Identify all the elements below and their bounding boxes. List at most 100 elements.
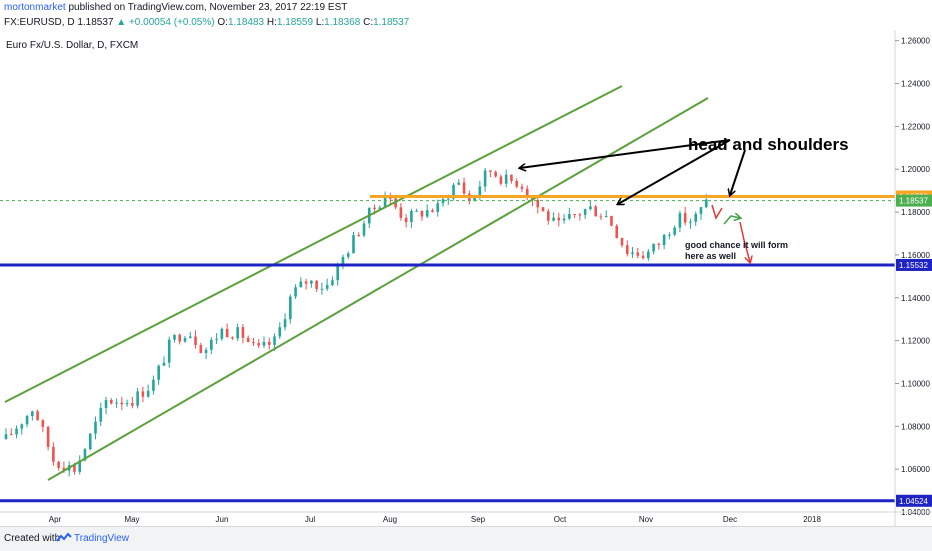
arrow-left-shoulder-icon — [618, 139, 731, 204]
candle-body — [678, 213, 682, 228]
candle-body — [41, 420, 45, 427]
close-value: 1.18537 — [373, 17, 410, 28]
candle-body — [9, 434, 13, 436]
candle-body — [362, 223, 366, 236]
candle-body — [420, 210, 424, 217]
low-label: L: — [315, 17, 325, 28]
candle-body — [457, 182, 461, 185]
price-tick-label: 1.08000 — [901, 422, 930, 431]
price-badge-label: 1.04524 — [899, 497, 928, 506]
low-value: 1.18368 — [324, 17, 361, 28]
candle-body — [167, 339, 171, 363]
candle-body — [283, 319, 287, 328]
candle-body — [441, 199, 445, 204]
candle-body — [325, 284, 329, 289]
candle-body — [241, 327, 245, 338]
candle-body — [431, 210, 434, 212]
candle-body — [404, 217, 408, 223]
candle-body — [546, 211, 550, 221]
candle-body — [215, 338, 218, 340]
candle-body — [594, 206, 597, 217]
time-tick-label: Nov — [639, 515, 653, 524]
candle-body — [436, 203, 440, 212]
author-link[interactable]: mortonmarket — [4, 2, 66, 13]
candle-body — [699, 207, 703, 214]
candle-body — [310, 280, 313, 284]
high-value: 1.18559 — [276, 17, 314, 28]
candle-body — [188, 336, 192, 338]
price-tick-label: 1.14000 — [901, 294, 930, 303]
candle-body — [99, 407, 103, 422]
candle-body — [210, 339, 213, 350]
time-tick-label: Oct — [554, 515, 567, 524]
time-tick-label: May — [124, 515, 139, 524]
arrow-head-icon — [520, 139, 731, 168]
candle-body — [110, 399, 113, 404]
open-value: 1.18483 — [227, 17, 265, 28]
candle-body — [15, 428, 18, 435]
annotations: head and shoulders good chance it will fo… — [520, 135, 849, 262]
candle-body — [257, 343, 261, 346]
candle-body — [57, 461, 60, 468]
candle-body — [657, 243, 661, 246]
candle-body — [489, 170, 492, 172]
candle-body — [446, 198, 450, 200]
candle-body — [20, 424, 24, 429]
candle-body — [583, 209, 587, 215]
candle-body — [636, 252, 640, 256]
candle-body — [641, 255, 645, 259]
candle-body — [62, 467, 66, 471]
candle-body — [478, 186, 482, 196]
price-chart[interactable]: 1.26000 1.24000 1.22000 1.20000 1.18000 1.160… — [0, 0, 932, 526]
candle-body — [346, 253, 350, 257]
publish-line: mortonmarket published on TradingView.co… — [4, 2, 347, 13]
candle-body — [520, 186, 524, 189]
candle-body — [331, 280, 334, 285]
candle-body — [383, 197, 387, 208]
price-tick-label: 1.06000 — [901, 465, 930, 474]
candle-body — [415, 210, 418, 212]
candle-body — [194, 336, 197, 346]
price-tick-label: 1.12000 — [901, 337, 930, 346]
candle-body — [389, 197, 392, 199]
price-change: +0.00054 (+0.05%) — [128, 17, 215, 28]
candle-body — [294, 287, 297, 297]
candle-body — [499, 176, 503, 184]
tradingview-logo-icon — [56, 532, 72, 542]
candle-body — [278, 327, 282, 337]
candle-body — [425, 210, 429, 217]
annotation-forecast-line2: here as well — [685, 251, 736, 261]
candle-body — [104, 399, 108, 408]
price-tick-label: 1.24000 — [901, 80, 930, 89]
candle-body — [78, 460, 82, 472]
candle-body — [157, 365, 160, 380]
price-tick-label: 1.26000 — [901, 37, 930, 46]
candle-body — [589, 206, 592, 210]
price-badge — [896, 194, 932, 207]
candle-body — [252, 341, 255, 344]
candle-body — [531, 196, 534, 200]
candle-body — [620, 238, 624, 246]
annotation-forecast-line1: good chance it will form — [685, 240, 788, 250]
channel-lower-line — [47, 97, 709, 481]
price-tick-label: 1.10000 — [901, 379, 930, 388]
tradingview-brand[interactable]: TradingView — [74, 533, 130, 544]
candle-body — [352, 235, 355, 254]
open-label: O: — [217, 17, 228, 28]
price-badge-label: 1.18537 — [899, 197, 928, 206]
candle-body — [568, 214, 571, 219]
candle-body — [73, 465, 76, 472]
candle-body — [315, 280, 318, 289]
candle-body — [515, 181, 519, 187]
candle-body — [304, 281, 308, 284]
candle-body — [341, 256, 345, 265]
forecast-down-arrow-icon — [711, 204, 723, 220]
candle-body — [115, 402, 118, 404]
candle-body — [125, 403, 129, 405]
candle-body — [578, 214, 582, 216]
time-tick-label: Jul — [305, 515, 315, 524]
price-tick-label: 1.22000 — [901, 122, 930, 131]
candle-body — [562, 218, 566, 221]
arrow-right-shoulder-icon — [730, 149, 746, 195]
candle-body — [46, 426, 50, 447]
